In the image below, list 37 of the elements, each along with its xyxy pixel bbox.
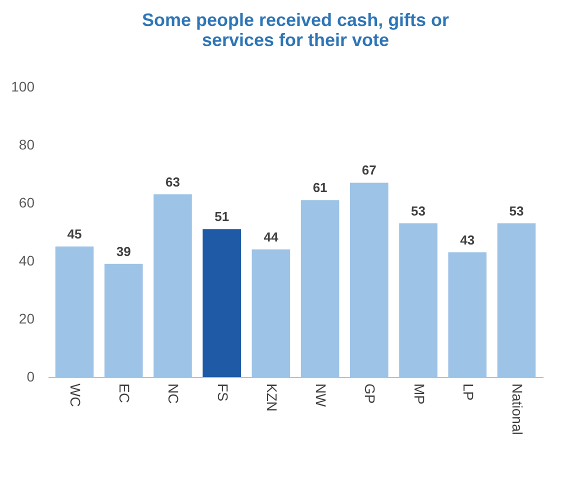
data-label: 43 [460, 232, 475, 248]
data-label: 67 [362, 162, 376, 178]
data-label: 45 [67, 226, 82, 242]
bar [104, 264, 143, 377]
y-tick-label: 60 [18, 194, 35, 210]
x-tick-label: EC [116, 384, 133, 403]
x-tick-label: FS [214, 384, 231, 402]
chart-title: Some people received cash, gifts or services for their vote [142, 10, 450, 50]
bar [300, 200, 340, 377]
x-tick-label: KZN [264, 384, 280, 412]
data-label: 61 [312, 180, 328, 196]
data-label: 53 [509, 203, 524, 218]
y-tick-label: 40 [18, 252, 35, 268]
data-label: 63 [166, 174, 180, 190]
bar [399, 223, 438, 377]
y-tick-label: 100 [11, 78, 35, 94]
y-tick-label: 20 [18, 310, 35, 326]
x-tick-label: GP [362, 384, 378, 404]
data-label: 51 [214, 209, 230, 224]
bar [497, 223, 536, 377]
x-tick-label: MP [411, 384, 428, 404]
y-tick-label: 0 [26, 368, 35, 384]
bar [350, 182, 388, 377]
x-tick-label: National [509, 384, 526, 435]
bar [154, 194, 192, 377]
bar [252, 249, 290, 377]
x-tick-label: WC [68, 384, 84, 407]
bar [202, 229, 241, 377]
x-tick-label: NC [166, 384, 182, 404]
bar [55, 246, 94, 377]
x-tick-label: NW [313, 384, 330, 408]
y-tick-label: 80 [18, 136, 35, 152]
data-label: 53 [411, 203, 426, 218]
data-label: 39 [116, 244, 131, 259]
data-label: 44 [264, 229, 279, 244]
bar [448, 252, 487, 377]
x-tick-label: LP [460, 384, 476, 401]
